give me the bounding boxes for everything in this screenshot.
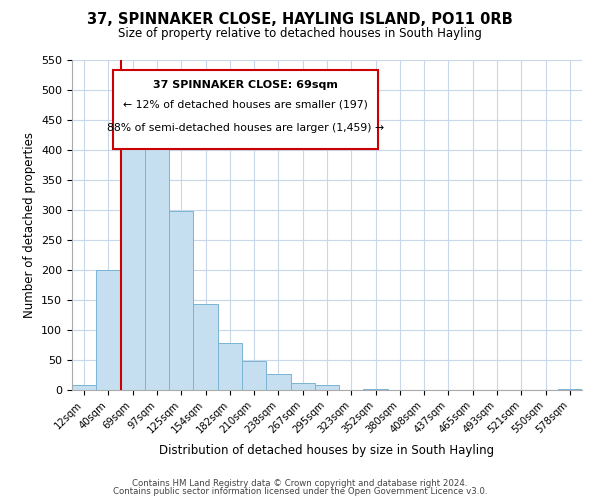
Bar: [193, 304, 218, 390]
Text: Contains HM Land Registry data © Crown copyright and database right 2024.: Contains HM Land Registry data © Crown c…: [132, 478, 468, 488]
Bar: [72, 385, 96, 390]
Bar: [145, 138, 169, 390]
Bar: [315, 385, 339, 390]
Bar: [558, 389, 582, 390]
Bar: [169, 211, 193, 390]
Bar: [96, 270, 121, 390]
Bar: [290, 383, 315, 390]
X-axis label: Distribution of detached houses by size in South Hayling: Distribution of detached houses by size …: [160, 444, 494, 456]
Text: 37 SPINNAKER CLOSE: 69sqm: 37 SPINNAKER CLOSE: 69sqm: [153, 80, 338, 90]
Bar: [242, 361, 266, 390]
Text: ← 12% of detached houses are smaller (197): ← 12% of detached houses are smaller (19…: [123, 100, 368, 110]
Text: Size of property relative to detached houses in South Hayling: Size of property relative to detached ho…: [118, 28, 482, 40]
Bar: [364, 389, 388, 390]
Bar: [121, 138, 145, 390]
Bar: [266, 374, 290, 390]
Bar: [218, 343, 242, 390]
FancyBboxPatch shape: [113, 70, 378, 149]
Text: Contains public sector information licensed under the Open Government Licence v3: Contains public sector information licen…: [113, 487, 487, 496]
Text: 88% of semi-detached houses are larger (1,459) →: 88% of semi-detached houses are larger (…: [107, 122, 384, 132]
Text: 37, SPINNAKER CLOSE, HAYLING ISLAND, PO11 0RB: 37, SPINNAKER CLOSE, HAYLING ISLAND, PO1…: [87, 12, 513, 28]
Y-axis label: Number of detached properties: Number of detached properties: [23, 132, 35, 318]
